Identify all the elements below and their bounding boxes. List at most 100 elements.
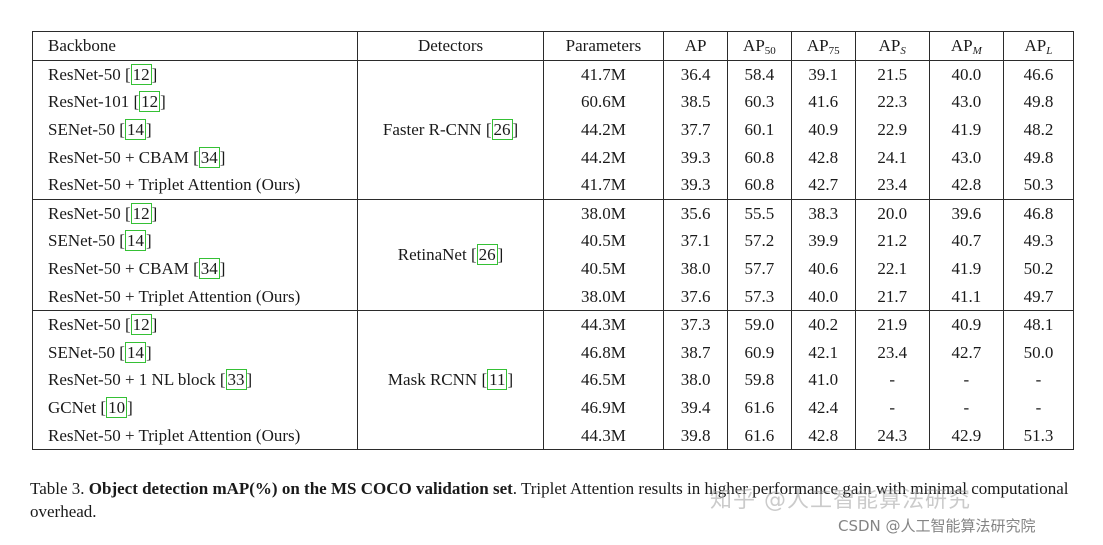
citation-link[interactable]: [12] bbox=[124, 202, 158, 224]
citation-link[interactable]: [10] bbox=[100, 396, 133, 418]
citation-link[interactable]: [34] bbox=[193, 146, 226, 168]
table-row: SENet-50 [14] 40.5M 37.1 57.2 39.9 21.2 40.7 49… bbox=[31, 227, 1075, 256]
backbone-cell: ResNet-50 + Triplet Attention (Ours) bbox=[31, 421, 359, 451]
apm-cell: 42.7 bbox=[928, 338, 1004, 367]
detector-cell: Mask RCNN [11] bbox=[357, 310, 544, 451]
detector-cell: RetinaNet [26] bbox=[357, 198, 544, 312]
ap-cell: 37.1 bbox=[663, 227, 728, 256]
ap-cell: 39.8 bbox=[663, 421, 728, 451]
ap50-cell: 57.7 bbox=[727, 255, 792, 283]
ap75-cell: 40.0 bbox=[790, 282, 856, 312]
backbone-cell: SENet-50 [14] bbox=[31, 227, 359, 256]
backbone-name: ResNet-50 + 1 NL block bbox=[48, 370, 220, 390]
citation-link[interactable]: [12] bbox=[124, 63, 158, 85]
backbone-name: GCNet bbox=[48, 397, 101, 417]
params-cell: 40.5M bbox=[542, 227, 665, 256]
citation-link[interactable]: [34] bbox=[193, 257, 226, 279]
table-row: ResNet-50 [12] RetinaNet [26] 38.0M 35.6 55.… bbox=[31, 198, 1075, 312]
backbone-cell: ResNet-50 [12] bbox=[31, 59, 359, 89]
ap75-cell: 40.2 bbox=[790, 310, 856, 339]
backbone-name: ResNet-50 + Triplet Attention (Ours) bbox=[48, 425, 301, 445]
citation-link[interactable]: [26] bbox=[485, 118, 519, 140]
backbone-cell: SENet-50 [14] bbox=[31, 116, 359, 144]
apm-cell: 41.9 bbox=[928, 255, 1004, 283]
aps-cell: 22.1 bbox=[854, 255, 930, 283]
aps-cell: 22.9 bbox=[854, 116, 930, 144]
table-body: ResNet-50 [12] Faster R-CNN [26] 41.7M 36.4… bbox=[31, 59, 1075, 451]
apl-cell: 50.3 bbox=[1002, 171, 1075, 200]
apm-cell: 41.9 bbox=[928, 116, 1004, 144]
params-cell: 38.0M bbox=[542, 198, 665, 228]
backbone-cell: ResNet-50 [12] bbox=[31, 198, 359, 228]
aps-cell: - bbox=[854, 394, 930, 422]
ap-cell: 37.6 bbox=[663, 282, 728, 312]
ap75-cell: 42.7 bbox=[790, 171, 856, 200]
caption-bold: Object detection mAP(%) on the MS COCO v… bbox=[88, 479, 513, 498]
apm-cell: - bbox=[928, 394, 1004, 422]
table-row: SENet-50 [14] 44.2M 37.7 60.1 40.9 22.9 41.9 48… bbox=[31, 116, 1075, 144]
backbone-name: ResNet-50 + CBAM bbox=[48, 258, 194, 278]
results-table: Backbone Detectors Parameters AP AP50 AP… bbox=[31, 31, 1075, 451]
backbone-cell: ResNet-50 + 1 NL block [33] bbox=[31, 366, 359, 395]
citation-link[interactable]: [12] bbox=[133, 91, 166, 113]
citation-link[interactable]: [14] bbox=[119, 230, 152, 252]
table-row: ResNet-50 + CBAM [34] 40.5M 38.0 57.7 40.6 22… bbox=[31, 255, 1075, 283]
header-ap75: AP75 bbox=[790, 31, 856, 61]
ap50-cell: 55.5 bbox=[727, 198, 792, 228]
ap75-cell: 42.8 bbox=[790, 421, 856, 451]
aps-cell: 24.3 bbox=[854, 421, 930, 451]
apl-cell: 51.3 bbox=[1002, 421, 1075, 451]
ap-cell: 36.4 bbox=[663, 59, 728, 89]
apm-cell: 42.9 bbox=[928, 421, 1004, 451]
backbone-name: ResNet-50 + Triplet Attention (Ours) bbox=[48, 175, 301, 195]
apl-cell: 50.2 bbox=[1002, 255, 1075, 283]
params-cell: 44.2M bbox=[542, 116, 665, 144]
aps-cell: - bbox=[854, 366, 930, 395]
ap75-cell: 42.4 bbox=[790, 394, 856, 422]
ap-cell: 39.3 bbox=[663, 143, 728, 172]
table-row: ResNet-50 [12] Faster R-CNN [26] 41.7M 36.4… bbox=[31, 59, 1075, 200]
backbone-name: SENet-50 bbox=[48, 342, 120, 362]
detector-cell: Faster R-CNN [26] bbox=[357, 60, 544, 200]
ap50-cell: 60.8 bbox=[727, 171, 792, 200]
caption-rest: . Triplet Attention results in higher pe… bbox=[30, 479, 1069, 521]
apl-cell: 49.3 bbox=[1002, 227, 1075, 256]
apl-cell: - bbox=[1002, 366, 1075, 395]
ap50-cell: 60.3 bbox=[727, 88, 792, 117]
backbone-cell: ResNet-50 [12] bbox=[31, 310, 359, 339]
table-row: ResNet-50 + Triplet Attention (Ours) 44.3… bbox=[31, 421, 1075, 451]
citation-link[interactable]: [33] bbox=[219, 369, 253, 391]
table-row: ResNet-101 [12] 60.6M 38.5 60.3 41.6 22.3 43.0… bbox=[31, 88, 1075, 117]
citation-link[interactable]: [14] bbox=[119, 341, 152, 363]
backbone-cell: GCNet [10] bbox=[31, 394, 359, 422]
aps-cell: 20.0 bbox=[854, 198, 930, 228]
backbone-name: SENet-50 bbox=[48, 231, 120, 251]
params-cell: 60.6M bbox=[542, 88, 665, 117]
ap-cell: 38.5 bbox=[663, 88, 728, 117]
header-apm: APM bbox=[928, 31, 1004, 61]
table-row: GCNet [10] 46.9M 39.4 61.6 42.4- - - bbox=[31, 394, 1075, 422]
header-backbone: Backbone bbox=[31, 31, 359, 61]
ap75-cell: 40.6 bbox=[790, 255, 856, 283]
backbone-name: ResNet-50 bbox=[48, 64, 125, 84]
apl-cell: 49.8 bbox=[1002, 143, 1075, 172]
ap50-cell: 60.8 bbox=[727, 143, 792, 172]
ap50-cell: 57.2 bbox=[727, 227, 792, 256]
params-cell: 44.3M bbox=[542, 310, 665, 339]
aps-cell: 21.2 bbox=[854, 227, 930, 256]
apm-cell: 40.9 bbox=[928, 310, 1004, 339]
citation-link[interactable]: [26] bbox=[470, 244, 504, 266]
citation-link[interactable]: [14] bbox=[119, 118, 152, 140]
table-row: ResNet-50 + CBAM [34] 44.2M 39.3 60.8 42.8 24… bbox=[31, 143, 1075, 172]
citation-link[interactable]: [12] bbox=[124, 314, 158, 336]
table-row: ResNet-50 [12] Mask RCNN [11] 44.3M 37.3 59.… bbox=[31, 310, 1075, 451]
citation-link[interactable]: [11] bbox=[481, 369, 514, 391]
backbone-name: ResNet-50 + Triplet Attention (Ours) bbox=[48, 286, 301, 306]
header-apl: APL bbox=[1002, 31, 1075, 61]
backbone-cell: ResNet-50 + Triplet Attention (Ours) bbox=[31, 171, 359, 200]
backbone-cell: ResNet-50 + CBAM [34] bbox=[31, 143, 359, 172]
aps-cell: 23.4 bbox=[854, 338, 930, 367]
ap-cell: 38.0 bbox=[663, 366, 728, 395]
caption-label: Table 3. bbox=[30, 479, 89, 498]
aps-cell: 22.3 bbox=[854, 88, 930, 117]
